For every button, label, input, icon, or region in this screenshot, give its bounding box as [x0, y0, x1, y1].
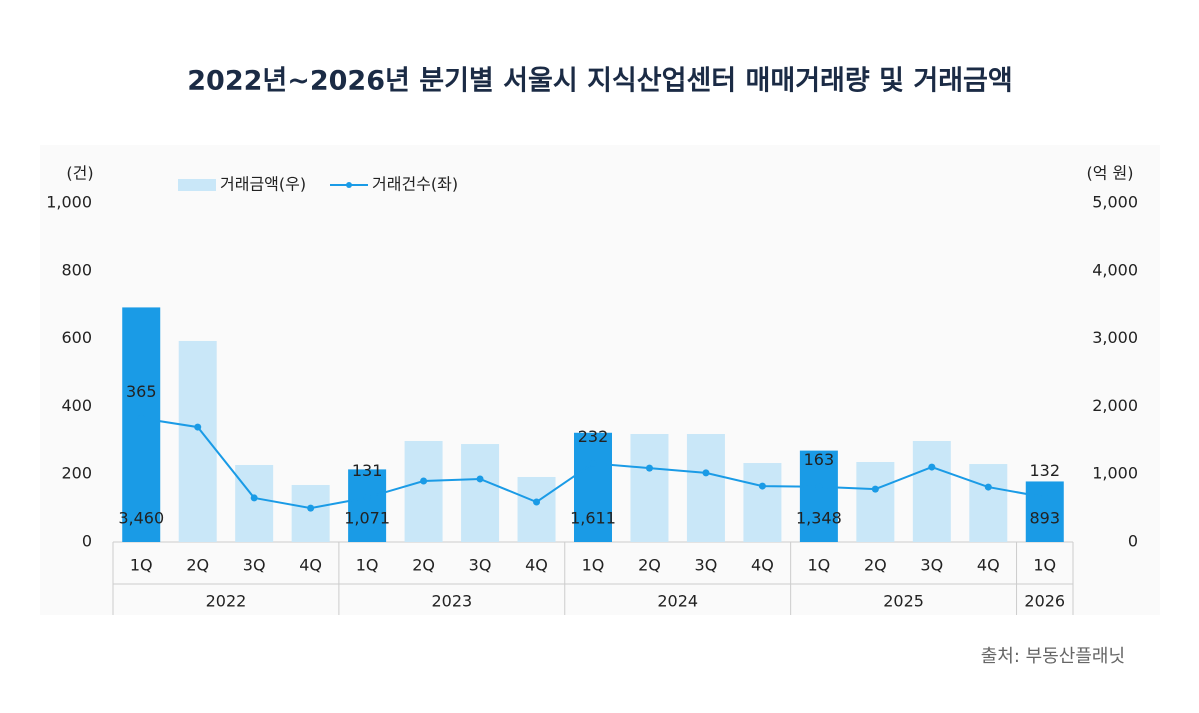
x-tick-label: 2Q [186, 556, 209, 575]
line-point [476, 475, 484, 483]
bar [348, 469, 387, 542]
group-label: 2025 [883, 592, 924, 611]
line-point [928, 463, 936, 471]
bar [686, 433, 725, 542]
line-point [589, 459, 597, 467]
bar-value-label: 1,611 [570, 509, 616, 528]
line-value-label: 132 [1029, 461, 1060, 480]
x-tick-label: 2Q [412, 556, 435, 575]
line-point [758, 482, 766, 490]
bar [1025, 481, 1064, 542]
y2-tick-label: 4,000 [1092, 260, 1138, 279]
x-tick-label: 1Q [807, 556, 830, 575]
x-tick-label: 2Q [864, 556, 887, 575]
bar [122, 307, 161, 542]
y-tick-label: 800 [61, 260, 92, 279]
bar [969, 464, 1008, 542]
bar [291, 484, 330, 542]
line-point [645, 464, 653, 472]
x-tick-label: 1Q [130, 556, 153, 575]
bar [912, 440, 951, 542]
line-point [137, 414, 145, 422]
line-point [363, 494, 371, 502]
legend-label: 거래건수(좌) [372, 175, 458, 194]
x-tick-label: 3Q [695, 556, 718, 575]
bar [517, 476, 556, 542]
legend-label: 거래금액(우) [220, 175, 306, 194]
legend-swatch [178, 179, 216, 191]
y-tick-label: 0 [82, 532, 92, 551]
line-value-label: 163 [804, 450, 835, 469]
bar-value-label: 1,071 [344, 509, 390, 528]
line-point [702, 469, 710, 477]
line-point [533, 498, 541, 506]
x-tick-label: 1Q [582, 556, 605, 575]
y2-tick-label: 5,000 [1092, 193, 1138, 212]
y2-tick-label: 1,000 [1092, 464, 1138, 483]
line-point [984, 483, 992, 491]
bar-value-label: 3,460 [118, 509, 164, 528]
line-point [307, 504, 315, 512]
bar [404, 440, 443, 542]
bar-value-label: 893 [1029, 509, 1060, 528]
line-point [194, 423, 202, 431]
bar [856, 461, 895, 542]
y-tick-label: 400 [61, 396, 92, 415]
bar-value-label: 1,348 [796, 509, 842, 528]
y-tick-label: 600 [61, 328, 92, 347]
group-label: 2022 [206, 592, 247, 611]
y2-axis-label: (억 원) [1086, 164, 1133, 183]
line-value-label: 365 [126, 382, 157, 401]
x-tick-label: 3Q [920, 556, 943, 575]
x-tick-label: 4Q [977, 556, 1000, 575]
bar [235, 464, 274, 542]
line-point [250, 494, 258, 502]
y2-tick-label: 0 [1128, 532, 1138, 551]
y-axis-label: (건) [66, 164, 93, 183]
line-point [871, 485, 879, 493]
x-tick-label: 1Q [356, 556, 379, 575]
y-tick-label: 1,000 [46, 193, 92, 212]
group-label: 2023 [431, 592, 472, 611]
group-label: 2026 [1024, 592, 1065, 611]
y-tick-label: 200 [61, 464, 92, 483]
line-point [420, 477, 428, 485]
bar [178, 340, 217, 542]
bar [630, 433, 669, 542]
x-tick-label: 3Q [469, 556, 492, 575]
x-tick-label: 1Q [1033, 556, 1056, 575]
x-tick-label: 3Q [243, 556, 266, 575]
line-value-label: 232 [578, 427, 609, 446]
y2-tick-label: 3,000 [1092, 328, 1138, 347]
x-tick-label: 4Q [751, 556, 774, 575]
legend-swatch [346, 182, 352, 188]
chart-title: 2022년~2026년 분기별 서울시 지식산업센터 매매거래량 및 거래금액 [187, 66, 1012, 97]
bar [574, 432, 612, 542]
line-value-label: 131 [352, 461, 383, 480]
y2-tick-label: 2,000 [1092, 396, 1138, 415]
bar [743, 463, 782, 542]
bar [799, 450, 838, 542]
x-tick-label: 4Q [299, 556, 322, 575]
bar [461, 444, 500, 542]
x-tick-label: 2Q [638, 556, 661, 575]
line-point [1041, 493, 1049, 501]
group-label: 2024 [657, 592, 698, 611]
x-tick-label: 4Q [525, 556, 548, 575]
line-point [815, 483, 823, 491]
source: 출처: 부동산플래닛 [981, 646, 1125, 667]
